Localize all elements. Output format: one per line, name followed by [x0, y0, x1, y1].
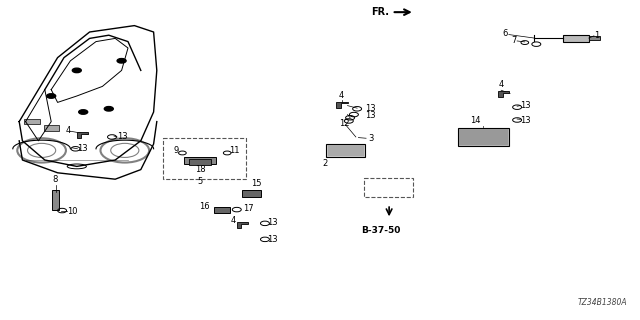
Bar: [242, 190, 261, 197]
Circle shape: [117, 59, 126, 63]
Text: 13: 13: [117, 132, 128, 141]
Text: FR.: FR.: [371, 7, 389, 17]
Text: 15: 15: [252, 179, 262, 188]
Text: 13: 13: [520, 116, 531, 124]
Circle shape: [47, 94, 56, 98]
Text: 13: 13: [268, 235, 278, 244]
Text: 17: 17: [243, 204, 254, 212]
Bar: [214, 207, 230, 213]
Text: 4: 4: [499, 80, 504, 89]
Bar: [563, 35, 589, 42]
Bar: [326, 144, 365, 157]
Text: 4: 4: [339, 91, 344, 100]
Text: 4: 4: [65, 126, 70, 135]
Text: 16: 16: [199, 202, 210, 211]
Polygon shape: [77, 132, 88, 138]
Text: 18: 18: [195, 165, 205, 174]
Text: 13: 13: [520, 101, 531, 110]
Text: 1: 1: [594, 31, 599, 40]
Bar: [364, 178, 413, 197]
Bar: [52, 190, 59, 210]
Bar: [459, 129, 508, 145]
Text: 7: 7: [512, 36, 517, 45]
Bar: [589, 36, 600, 40]
Bar: [44, 125, 59, 131]
Bar: [189, 159, 211, 165]
Bar: [458, 128, 509, 146]
Text: 12: 12: [339, 119, 349, 128]
Text: 13: 13: [268, 218, 278, 227]
Text: 5: 5: [198, 177, 203, 186]
Text: 2: 2: [323, 159, 328, 168]
Bar: [184, 157, 216, 164]
Polygon shape: [498, 91, 509, 97]
Text: 9: 9: [174, 146, 179, 155]
Bar: [24, 119, 40, 124]
Polygon shape: [237, 222, 248, 228]
Text: B-37-50: B-37-50: [361, 226, 401, 235]
Polygon shape: [336, 102, 348, 108]
Text: 6: 6: [502, 29, 508, 38]
Bar: [328, 145, 364, 156]
Bar: [163, 138, 246, 179]
Text: 13: 13: [365, 104, 376, 113]
Text: 4: 4: [230, 216, 236, 225]
Text: 11: 11: [229, 146, 239, 155]
Text: TZ34B1380A: TZ34B1380A: [577, 298, 627, 307]
Text: 14: 14: [470, 116, 481, 125]
Text: 13: 13: [77, 144, 88, 153]
Text: 10: 10: [67, 207, 77, 216]
Text: 3: 3: [368, 134, 373, 143]
Circle shape: [79, 110, 88, 114]
Text: 8: 8: [52, 175, 58, 184]
Circle shape: [104, 107, 113, 111]
Circle shape: [72, 68, 81, 73]
Text: 13: 13: [365, 111, 376, 120]
